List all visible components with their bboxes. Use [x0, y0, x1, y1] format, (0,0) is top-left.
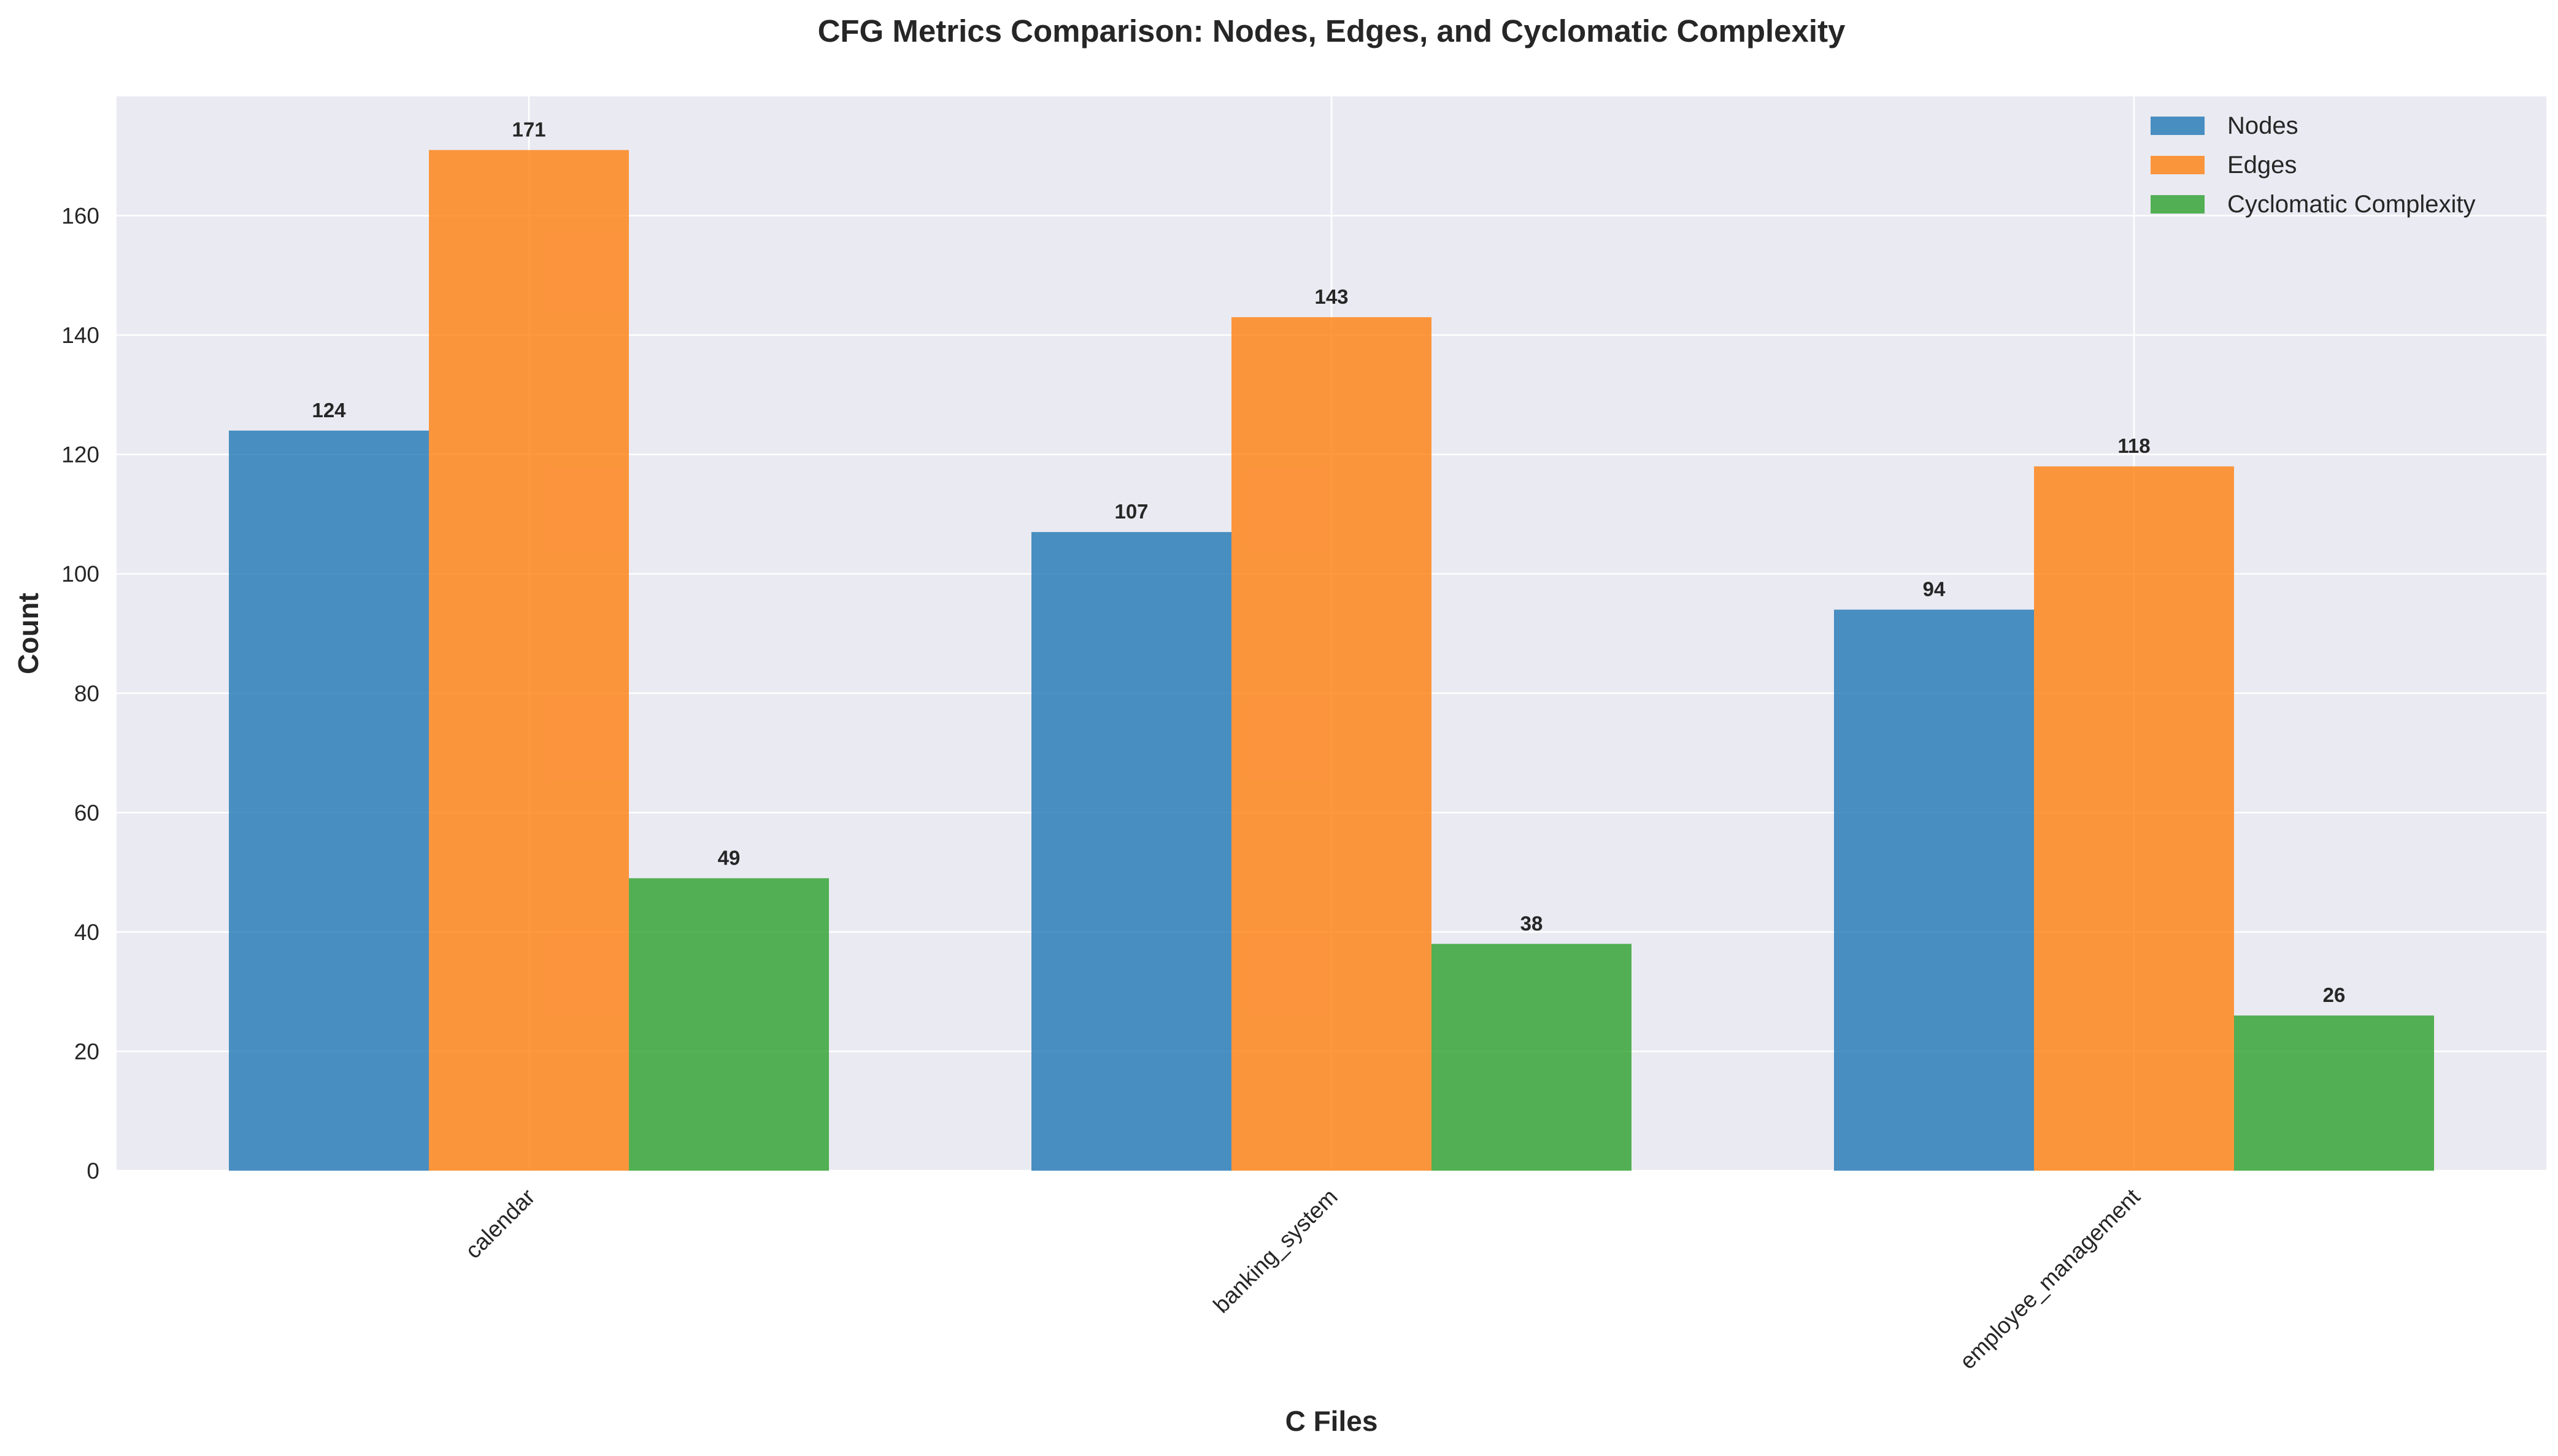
y-tick-label: 80 [74, 681, 99, 706]
legend-swatch [2151, 117, 2205, 135]
y-tick-label: 0 [87, 1158, 99, 1184]
data-label: 143 [1314, 285, 1348, 308]
y-tick-label: 40 [74, 920, 99, 945]
legend-label: Edges [2227, 152, 2297, 179]
data-labels: 124 107 94 171 143 118 49 38 26 [312, 118, 2345, 1007]
y-tick-label: 100 [61, 561, 99, 587]
y-axis-label: Count [12, 593, 44, 674]
y-tick-label: 120 [61, 442, 99, 468]
legend: Nodes Edges Cyclomatic Complexity [2151, 112, 2476, 218]
bar-nodes-employee_management [1834, 609, 2034, 1171]
data-label: 38 [1520, 912, 1543, 934]
bar-edges-employee_management [2034, 466, 2234, 1171]
bar-cyclomatic-complexity-employee_management [2234, 1015, 2434, 1171]
data-label: 107 [1114, 500, 1148, 523]
legend-swatch [2151, 156, 2205, 174]
data-label: 118 [2117, 434, 2150, 457]
x-axis-label: C Files [1285, 1405, 1378, 1437]
bar-nodes-banking_system [1031, 532, 1231, 1171]
bar-nodes-calendar [229, 430, 429, 1171]
bar-edges-calendar [429, 150, 629, 1171]
bars [229, 150, 2434, 1171]
chart-title: CFG Metrics Comparison: Nodes, Edges, an… [818, 13, 1846, 48]
data-label: 49 [718, 846, 741, 869]
y-tick-label: 20 [74, 1039, 99, 1064]
data-label: 124 [312, 399, 346, 422]
legend-label: Nodes [2227, 112, 2298, 139]
y-tick-label: 140 [61, 323, 99, 348]
bar-cyclomatic-complexity-calendar [629, 878, 829, 1171]
y-tick-label: 60 [74, 800, 99, 825]
legend-swatch [2151, 195, 2205, 214]
data-label: 171 [512, 118, 545, 141]
bar-cyclomatic-complexity-banking_system [1431, 944, 1631, 1171]
y-tick-label: 160 [61, 204, 99, 229]
y-axis-ticks: 0 20 40 60 80 100 120 140 160 [61, 204, 99, 1184]
legend-label: Cyclomatic Complexity [2227, 191, 2476, 218]
data-label: 94 [1923, 578, 1946, 601]
data-label: 26 [2323, 984, 2346, 1006]
bar-edges-banking_system [1231, 317, 1431, 1171]
